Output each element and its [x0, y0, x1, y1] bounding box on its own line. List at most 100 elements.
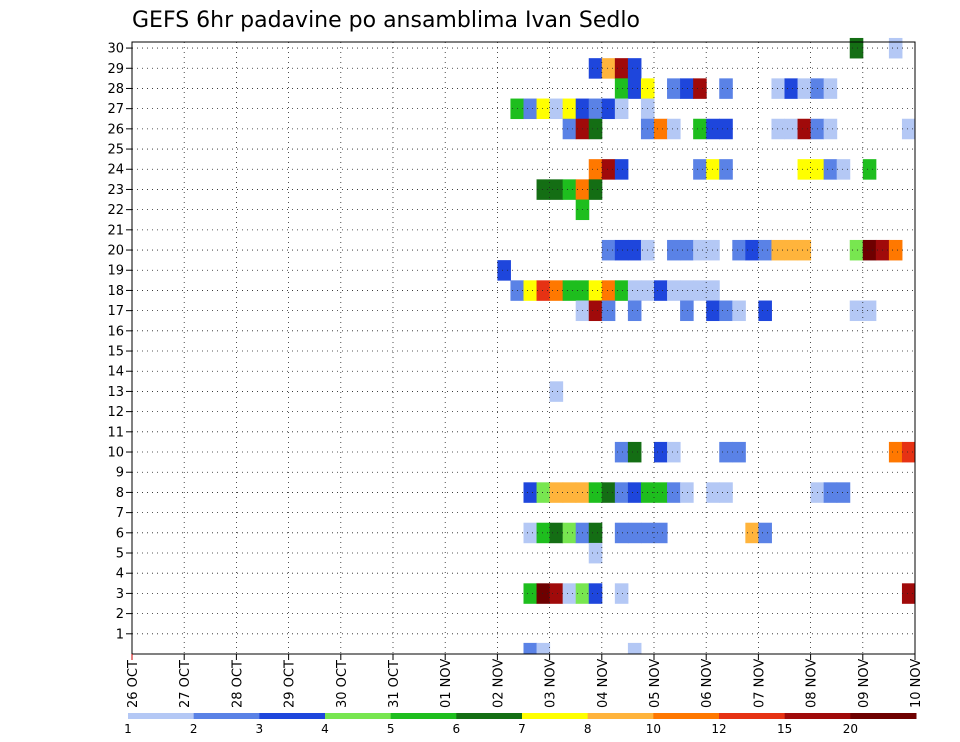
heatmap-cell — [693, 239, 707, 261]
heatmap-cell — [536, 280, 551, 301]
heatmap-cell — [601, 98, 616, 120]
heatmap-cell — [654, 522, 668, 544]
heatmap-cell — [784, 78, 799, 99]
legend-label: 12 — [711, 722, 726, 736]
heatmap-cell — [667, 78, 681, 99]
y-tick-label: 10 — [107, 446, 124, 461]
legend-swatch — [456, 713, 523, 719]
x-tick-label: 28 OCT — [230, 660, 245, 708]
legend-swatch — [193, 713, 260, 719]
heatmap-cell — [627, 239, 642, 261]
y-tick-label: 4 — [116, 567, 124, 582]
x-tick-label: 29 OCT — [283, 660, 298, 708]
y-tick-label: 1 — [116, 627, 124, 642]
heatmap-cell — [601, 482, 616, 503]
y-tick-label: 11 — [107, 425, 124, 440]
y-tick-label: 7 — [116, 506, 124, 521]
heatmap-cell — [797, 118, 812, 140]
heatmap-cell — [562, 98, 577, 120]
heatmap-cell — [614, 239, 629, 261]
heatmap-cell — [849, 239, 864, 261]
heatmap-cell — [758, 300, 772, 322]
heatmap-cell — [784, 239, 799, 261]
heatmap-cell — [732, 300, 746, 322]
legend-swatch — [587, 713, 654, 719]
heatmap-cell — [693, 159, 707, 180]
heatmap-cell — [588, 118, 603, 140]
heatmap-cell — [797, 239, 812, 261]
x-tick-label: 04 NOV — [596, 659, 611, 708]
heatmap-cell — [588, 98, 603, 120]
heatmap-cell — [627, 522, 642, 544]
heatmap-cell — [680, 300, 694, 322]
heatmap-cell — [601, 300, 616, 322]
heatmap-cell — [601, 159, 616, 180]
heatmap-cell — [614, 482, 629, 503]
heatmap-cell — [667, 280, 681, 301]
legend-swatch — [719, 713, 786, 719]
y-tick-label: 24 — [107, 163, 124, 178]
heatmap-cell — [601, 239, 616, 261]
heatmap-cell — [901, 583, 916, 604]
y-tick-label: 14 — [107, 365, 124, 380]
heatmap-cell — [536, 642, 551, 655]
heatmap-cell — [732, 239, 746, 261]
y-tick-label: 19 — [107, 264, 124, 279]
heatmap-cell — [588, 179, 603, 200]
y-tick-label: 9 — [116, 466, 124, 481]
x-tick-label: 30 OCT — [335, 660, 350, 708]
heatmap-cell — [693, 78, 707, 99]
y-tick-label: 29 — [107, 62, 124, 77]
y-tick-label: 18 — [107, 284, 124, 299]
legend-swatch — [784, 713, 851, 719]
heatmap-cell — [823, 159, 838, 180]
legend-label: 1 — [124, 722, 132, 736]
x-tick-label: 10 NOV — [909, 659, 924, 708]
y-tick-label: 16 — [107, 324, 124, 339]
heatmap-cell — [667, 239, 681, 261]
heatmap-cell — [680, 482, 694, 503]
heatmap-cell — [901, 118, 916, 140]
heatmap-cell — [862, 239, 877, 261]
heatmap-cell — [523, 583, 538, 604]
heatmap-cell — [627, 78, 642, 99]
legend-swatch — [522, 713, 589, 719]
heatmap-cell — [588, 542, 603, 564]
legend-swatch — [128, 713, 195, 719]
heatmap-cell — [562, 280, 577, 301]
heatmap-cell — [614, 441, 629, 463]
x-tick-label: 09 NOV — [857, 659, 872, 708]
legend-swatch — [390, 713, 457, 719]
cells-layer — [497, 37, 916, 655]
heatmap-cell — [901, 441, 916, 463]
heatmap-cell — [667, 441, 681, 463]
legend-label: 2 — [190, 722, 198, 736]
heatmap-cell — [680, 239, 694, 261]
heatmap-cell — [523, 522, 538, 544]
heatmap-cell — [771, 239, 785, 261]
heatmap-cell — [836, 159, 851, 180]
heatmap-cell — [588, 583, 603, 604]
heatmap-cell — [771, 78, 785, 99]
legend-swatch — [325, 713, 392, 719]
x-tick-label: 08 NOV — [805, 659, 820, 708]
heatmap-cell — [719, 78, 733, 99]
heatmap-cell — [627, 642, 642, 655]
heatmap-cell — [823, 482, 838, 503]
heatmap-cell — [627, 58, 642, 79]
heatmap-cell — [614, 58, 629, 79]
heatmap-cell — [536, 482, 551, 503]
heatmap-cell — [719, 441, 733, 463]
heatmap-cell — [549, 98, 564, 120]
heatmap-cell — [549, 522, 564, 544]
y-tick-label: 2 — [116, 607, 124, 622]
heatmap-cell — [562, 179, 577, 200]
heatmap-cell — [849, 300, 864, 322]
heatmap-cell — [614, 159, 629, 180]
heatmap-cell — [680, 280, 694, 301]
heatmap-cell — [523, 98, 538, 120]
legend-label: 3 — [256, 722, 264, 736]
y-tick-label: 25 — [107, 143, 124, 158]
y-tick-label: 15 — [107, 345, 124, 360]
heatmap-cell — [771, 118, 785, 140]
